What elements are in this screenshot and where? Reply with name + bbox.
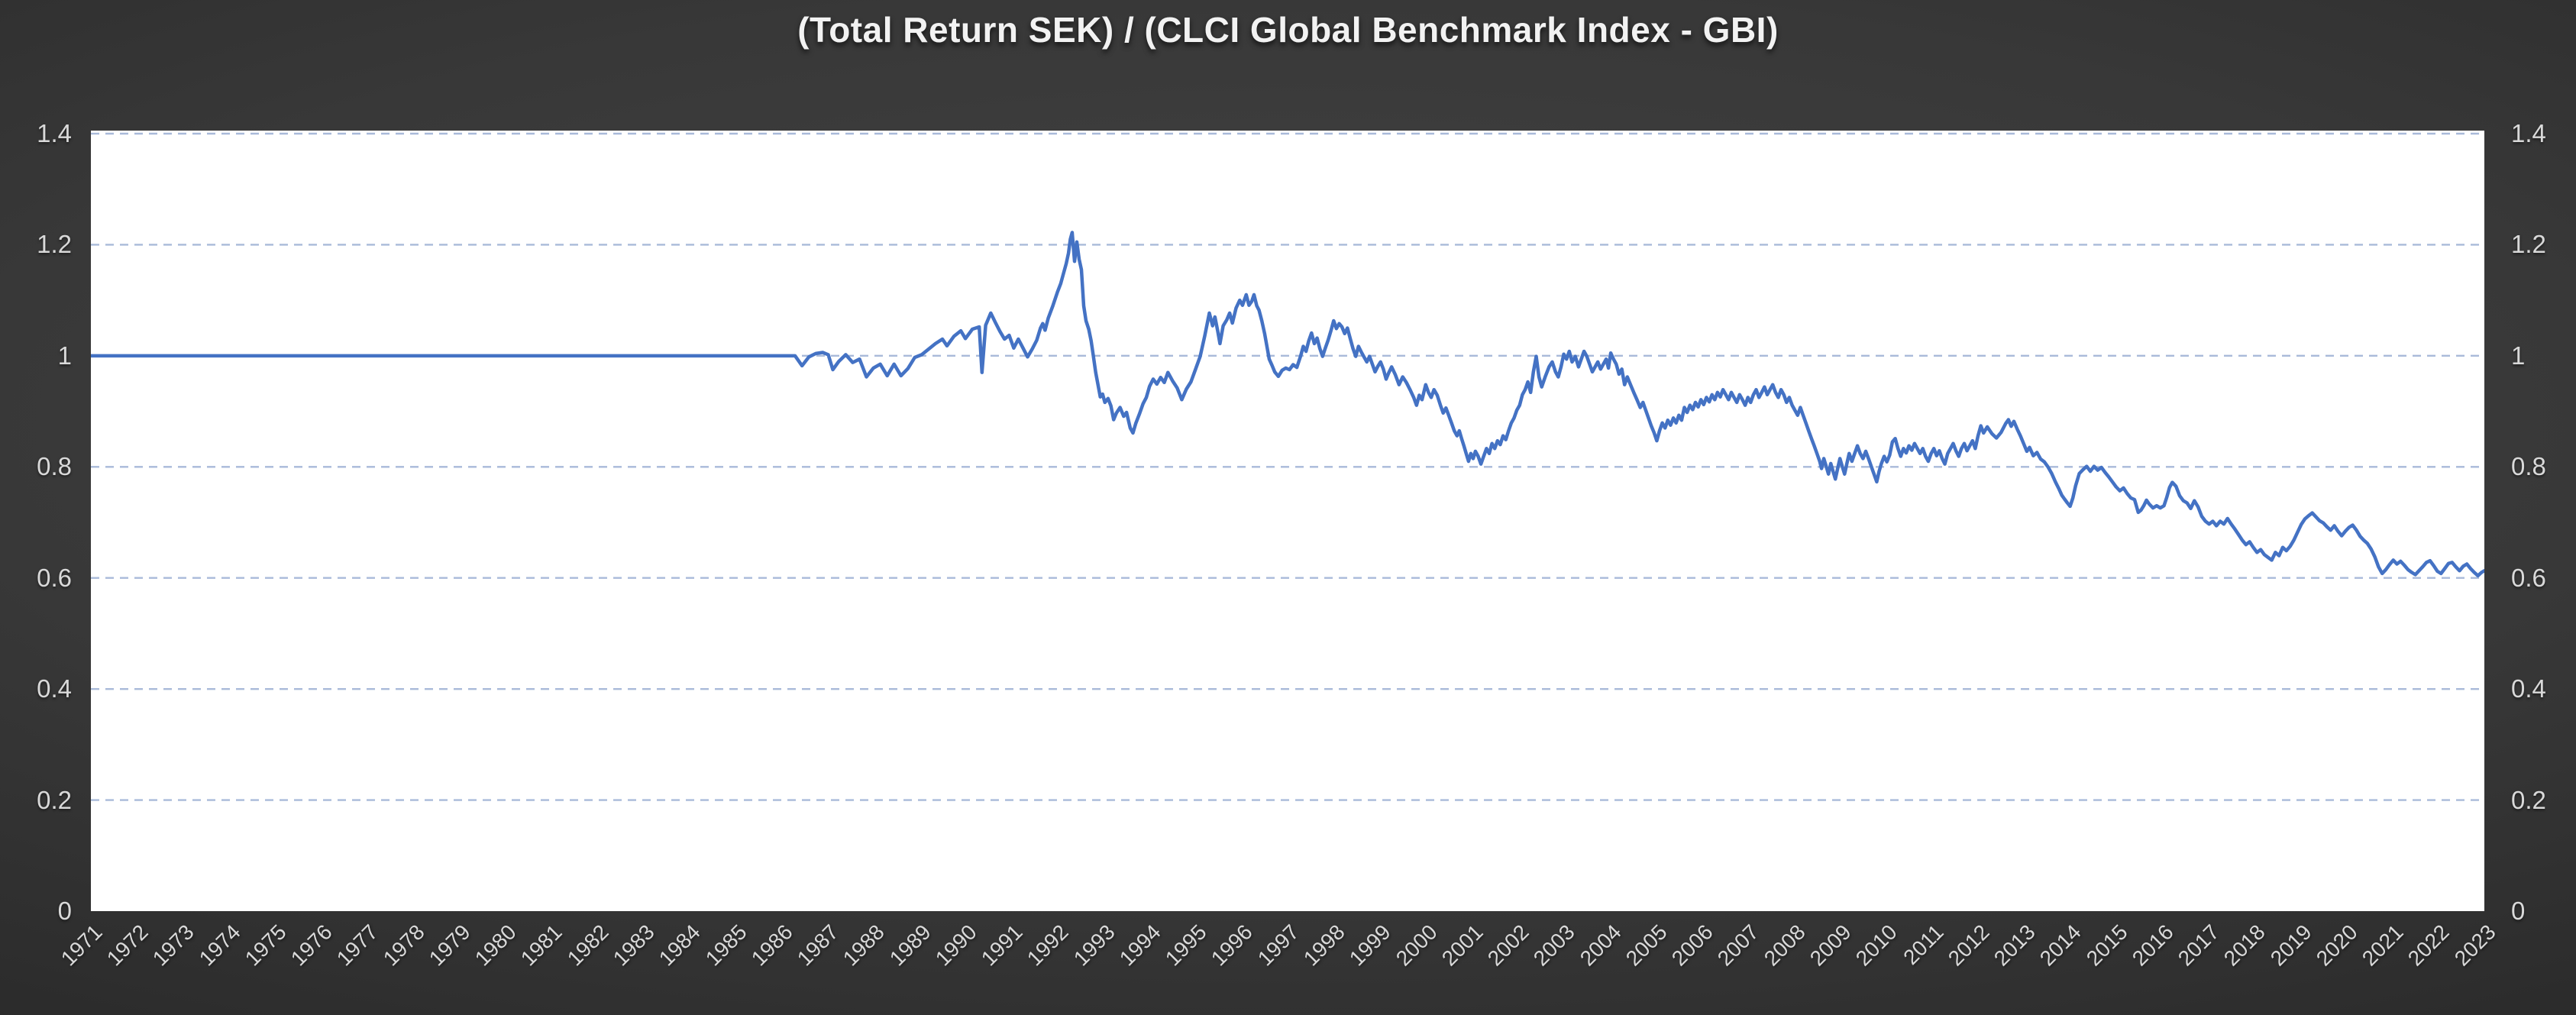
y-axis-tick-label-right: 0.2 xyxy=(2511,786,2546,814)
x-axis-tick-label: 2006 xyxy=(1666,920,1718,971)
x-axis-tick-label: 2015 xyxy=(2081,920,2132,971)
data-series-line xyxy=(91,231,2484,578)
x-axis-tick-label: 1999 xyxy=(1345,920,1396,971)
chart-title: (Total Return SEK) / (CLCI Global Benchm… xyxy=(797,10,1779,50)
x-axis-tick-label: 1997 xyxy=(1252,920,1304,971)
x-axis-tick-label: 2008 xyxy=(1759,920,1810,971)
x-axis-tick-label: 2013 xyxy=(1989,920,2040,971)
y-axis-tick-label-left: 1.2 xyxy=(37,230,72,258)
x-axis-tick-label: 2004 xyxy=(1575,920,1626,971)
x-axis-tick-label: 2001 xyxy=(1437,920,1488,971)
plot-area xyxy=(91,131,2484,911)
x-axis-tick-label: 2000 xyxy=(1391,920,1442,971)
x-axis-tick-label: 2012 xyxy=(1943,920,1994,971)
y-axis-tick-label-left: 0 xyxy=(57,897,72,925)
x-axis-tick-label: 1976 xyxy=(286,920,337,971)
y-axis-tick-label-right: 1 xyxy=(2511,341,2526,370)
y-axis-tick-label-right: 1.2 xyxy=(2511,230,2546,258)
y-axis-tick-label-right: 0.4 xyxy=(2511,674,2546,703)
x-axis-tick-label: 1975 xyxy=(240,920,291,971)
x-axis-tick-label: 1980 xyxy=(470,920,521,971)
x-axis-tick-label: 2022 xyxy=(2403,920,2455,971)
x-axis-tick-label: 1978 xyxy=(378,920,429,971)
y-axis-tick-label-right: 1.4 xyxy=(2511,119,2546,147)
x-axis-tick-label: 2019 xyxy=(2265,920,2316,971)
x-axis-tick-label: 2023 xyxy=(2449,920,2500,971)
y-axis-tick-label-left: 0.2 xyxy=(37,786,72,814)
x-axis-tick-label: 1983 xyxy=(608,920,659,971)
x-axis-tick-label: 2011 xyxy=(1898,920,1948,970)
x-axis-tick-label: 1977 xyxy=(332,920,383,971)
x-axis-tick-label: 2005 xyxy=(1621,920,1672,971)
x-axis-tick-label: 1995 xyxy=(1161,920,1212,971)
x-axis-tick-label: 1973 xyxy=(148,920,199,971)
x-axis-tick-label: 2010 xyxy=(1851,920,1902,971)
x-axis-tick-label: 2017 xyxy=(2173,920,2224,971)
y-axis-tick-label-left: 0.6 xyxy=(37,564,72,592)
x-axis-tick-label: 1998 xyxy=(1298,920,1349,971)
x-axis-tick-label: 1988 xyxy=(839,920,890,971)
y-axis-tick-label-left: 1 xyxy=(57,341,72,370)
x-axis-tick-label: 2002 xyxy=(1482,920,1534,971)
x-axis-tick-label: 1974 xyxy=(194,920,245,971)
x-axis-tick-label: 1971 xyxy=(56,920,107,971)
x-axis-tick-label: 1979 xyxy=(424,920,475,971)
y-axis-tick-label-right: 0 xyxy=(2511,897,2526,925)
x-axis-tick-label: 1996 xyxy=(1207,920,1258,971)
x-axis-tick-label: 1981 xyxy=(516,920,567,971)
y-axis-tick-label-left: 1.4 xyxy=(37,119,72,147)
y-axis-tick-label-left: 0.8 xyxy=(37,452,72,480)
x-axis-tick-label: 2007 xyxy=(1713,920,1764,971)
x-axis-tick-label: 2014 xyxy=(2035,920,2086,971)
x-axis-tick-label: 2018 xyxy=(2219,920,2271,971)
x-axis-tick-label: 2016 xyxy=(2127,920,2178,971)
x-axis-tick-label: 2003 xyxy=(1529,920,1580,971)
x-axis-tick-label: 2020 xyxy=(2311,920,2362,971)
x-axis-tick-label: 1985 xyxy=(700,920,751,971)
x-axis-tick-label: 1989 xyxy=(884,920,936,971)
x-axis-tick-label: 1986 xyxy=(746,920,797,971)
x-axis-tick-label: 1984 xyxy=(655,920,706,971)
y-axis-tick-label-left: 0.4 xyxy=(37,674,72,703)
line-chart-canvas xyxy=(91,132,2484,801)
x-axis-tick-label: 1992 xyxy=(1023,920,1074,971)
x-axis-tick-label: 1972 xyxy=(102,920,153,971)
x-axis-tick-label: 1982 xyxy=(562,920,613,971)
x-axis-tick-label: 1987 xyxy=(792,920,843,971)
x-axis-tick-label: 1991 xyxy=(976,920,1027,971)
x-axis-tick-label: 1993 xyxy=(1068,920,1120,971)
x-axis-tick-label: 2021 xyxy=(2358,920,2409,971)
y-axis-tick-label-right: 0.8 xyxy=(2511,452,2546,480)
x-axis-tick-label: 1990 xyxy=(930,920,981,971)
x-axis-tick-label: 1994 xyxy=(1114,920,1165,971)
x-axis-tick-label: 2009 xyxy=(1805,920,1856,971)
y-axis-tick-label-right: 0.6 xyxy=(2511,564,2546,592)
